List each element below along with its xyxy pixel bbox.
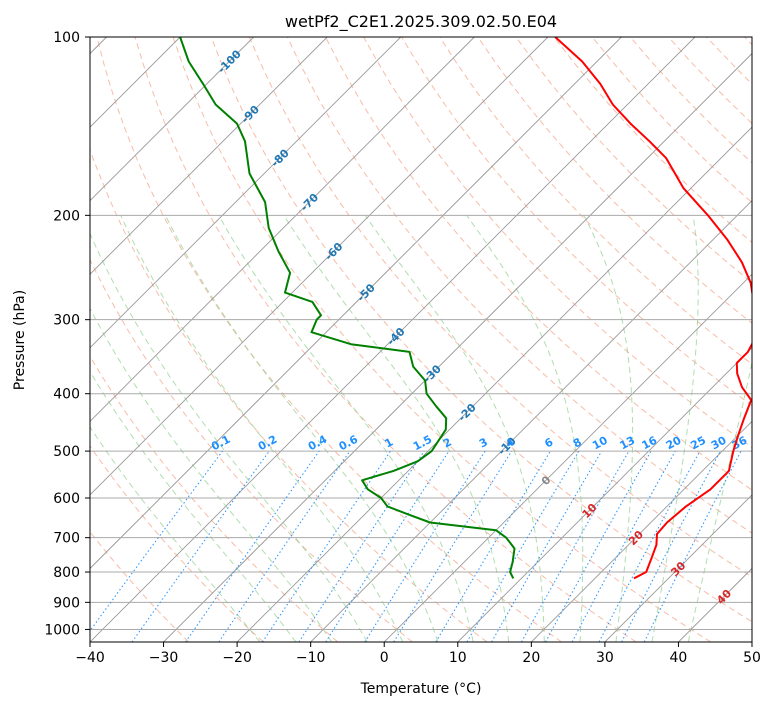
- y-tick-label: 600: [53, 491, 80, 507]
- isotherm-line: [90, 37, 696, 642]
- mixing-ratio-label: 10: [590, 434, 610, 453]
- x-tick-label: 30: [596, 650, 614, 666]
- y-tick-label: 400: [53, 387, 80, 403]
- isotherm-line: [310, 200, 752, 642]
- y-tick-label: 1000: [44, 622, 80, 638]
- temperature-profile-line: [554, 37, 752, 580]
- mixing-ratio-line: [325, 450, 450, 642]
- x-tick-label: 0: [380, 650, 389, 666]
- plot-frame: [89, 36, 753, 643]
- dry-adiabat: [90, 445, 264, 642]
- mixing-ratio-label: 16: [640, 433, 660, 452]
- moist-adiabat: [651, 215, 699, 642]
- moist-adiabat: [120, 215, 404, 642]
- mixing-ratio-label: 20: [664, 433, 684, 452]
- x-axis-title: Temperature (°C): [360, 681, 482, 697]
- mixing-ratio-line: [521, 450, 630, 642]
- x-tick-label: −30: [149, 650, 179, 666]
- moist-adiabat: [90, 232, 368, 642]
- mixing-ratio-label: 30: [709, 434, 729, 453]
- mixing-ratio-line: [218, 450, 351, 642]
- y-tick-label: 700: [53, 531, 80, 547]
- moist-adiabat: [90, 307, 333, 642]
- x-tick-label: 40: [670, 650, 688, 666]
- mixing-ratio-label: 25: [688, 434, 708, 453]
- dry-adiabat: [286, 37, 752, 534]
- profile-series: [179, 37, 752, 580]
- isotherm-line: [163, 52, 752, 642]
- isotherm-line: [90, 37, 622, 570]
- isotherm-line: [90, 37, 549, 496]
- isotherm-line: [90, 37, 254, 202]
- mixing-ratio-line: [262, 450, 391, 642]
- moist-adiabat: [364, 215, 545, 642]
- x-tick-label: 50: [743, 650, 761, 666]
- mixing-ratio-line: [393, 450, 513, 642]
- x-tick-label: 10: [449, 650, 467, 666]
- mixing-ratio-line: [643, 450, 742, 642]
- mixing-ratio-line: [571, 450, 676, 642]
- isotherm-line: [457, 347, 752, 642]
- dry-adiabat: [134, 37, 637, 642]
- dry-adiabat: [210, 37, 752, 623]
- moist-adiabat: [283, 215, 510, 642]
- y-tick-label: 200: [53, 208, 80, 224]
- dry-adiabat: [172, 37, 712, 642]
- mixing-ratio-line: [185, 450, 320, 642]
- isotherm-line: [236, 126, 752, 642]
- moist-adiabat: [218, 215, 474, 642]
- moist-adiabat: [90, 370, 297, 642]
- y-axis-title: Pressure (hPa): [12, 290, 28, 390]
- dry-adiabat: [248, 37, 752, 578]
- isotherm-line: [383, 273, 752, 642]
- background-reference-lines: [90, 37, 752, 642]
- y-tick-label: 900: [53, 595, 80, 611]
- mixing-ratio-line: [298, 450, 425, 642]
- dewpoint-profile-line: [179, 37, 516, 579]
- x-tick-label: −40: [75, 650, 105, 666]
- dry-adiabat: [325, 37, 752, 491]
- dry-adiabat: [96, 37, 562, 642]
- mixing-ratio-label: 13: [618, 434, 638, 453]
- x-axis: −40 −30 −20 −10 0 10 20 30 40 50: [75, 642, 761, 666]
- dry-adiabat: [90, 258, 413, 642]
- moist-adiabat: [466, 215, 584, 642]
- chart-title: wetPf2_C2E1.2025.309.02.50.E04: [285, 12, 557, 32]
- moist-adiabat: [583, 215, 634, 642]
- isotherm-line: [90, 37, 328, 275]
- y-tick-label: 300: [53, 313, 80, 329]
- x-tick-label: 20: [522, 650, 540, 666]
- isotherm-line: [90, 37, 475, 422]
- y-axis: 100 200 300 400 500 600 700 800 900 1000: [44, 30, 90, 638]
- mixing-ratio-line: [131, 450, 270, 642]
- isotherm-line: [531, 420, 752, 642]
- isotherm-line: [90, 37, 402, 349]
- mixing-ratio-line: [545, 450, 652, 642]
- y-tick-label: 100: [53, 30, 80, 46]
- isotherm-line: [604, 494, 752, 642]
- x-tick-label: −20: [222, 650, 252, 666]
- moist-adiabat: [90, 426, 261, 642]
- moist-adiabat: [164, 215, 439, 642]
- mixing-ratio-line: [90, 450, 223, 632]
- y-tick-label: 800: [53, 565, 80, 581]
- y-tick-label: 500: [53, 444, 80, 460]
- dry-adiabat: [90, 355, 339, 642]
- x-tick-label: −10: [296, 650, 326, 666]
